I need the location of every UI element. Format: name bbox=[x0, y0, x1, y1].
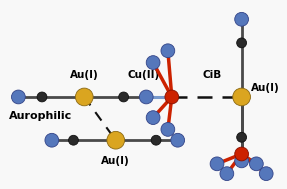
Circle shape bbox=[237, 132, 247, 142]
Circle shape bbox=[11, 90, 25, 104]
Circle shape bbox=[220, 167, 234, 180]
Circle shape bbox=[259, 167, 273, 180]
Circle shape bbox=[210, 157, 224, 171]
Circle shape bbox=[139, 90, 153, 104]
Text: CiB: CiB bbox=[202, 70, 222, 80]
Text: Au(I): Au(I) bbox=[101, 156, 130, 166]
Text: Au(I): Au(I) bbox=[70, 70, 99, 80]
Circle shape bbox=[45, 133, 59, 147]
Circle shape bbox=[237, 38, 247, 48]
Circle shape bbox=[151, 135, 161, 145]
Circle shape bbox=[119, 92, 129, 102]
Circle shape bbox=[249, 157, 263, 171]
Text: Cu(II): Cu(II) bbox=[128, 70, 160, 80]
Circle shape bbox=[235, 154, 249, 168]
Circle shape bbox=[146, 111, 160, 125]
Circle shape bbox=[235, 12, 249, 26]
Circle shape bbox=[161, 122, 175, 136]
Circle shape bbox=[146, 56, 160, 69]
Circle shape bbox=[171, 133, 185, 147]
Text: Au(I): Au(I) bbox=[251, 83, 280, 93]
Circle shape bbox=[75, 88, 93, 106]
Circle shape bbox=[235, 147, 249, 161]
Circle shape bbox=[161, 44, 175, 58]
Circle shape bbox=[107, 131, 125, 149]
Circle shape bbox=[165, 90, 179, 104]
Circle shape bbox=[233, 88, 251, 106]
Circle shape bbox=[69, 135, 78, 145]
Circle shape bbox=[37, 92, 47, 102]
Text: Aurophilic: Aurophilic bbox=[9, 111, 72, 121]
